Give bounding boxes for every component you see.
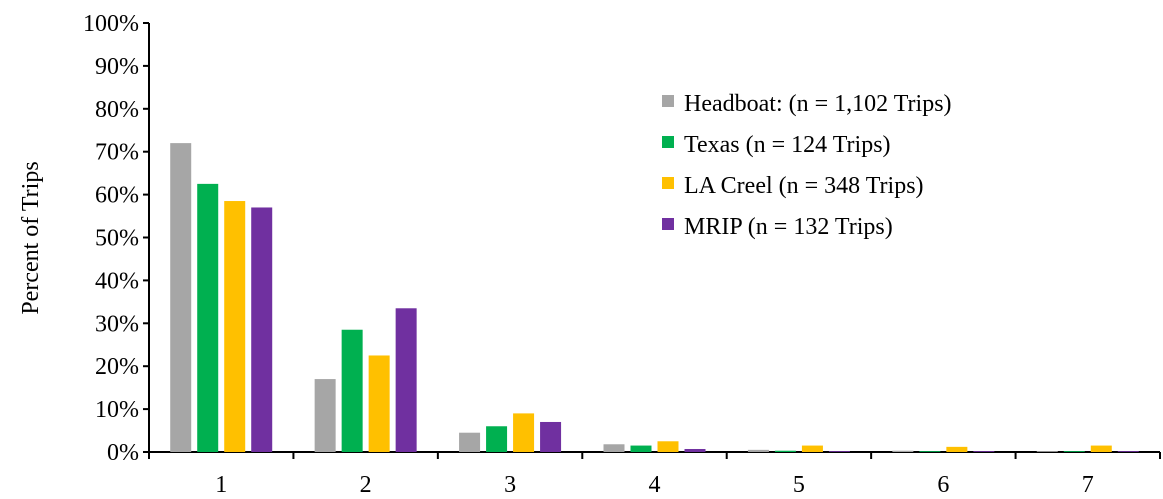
bar xyxy=(603,444,625,452)
bar xyxy=(684,448,706,452)
y-axis: 0% 10% 20% 30% 40% 50% 60% 70% 80% 90% 100% xyxy=(83,11,150,466)
bar xyxy=(368,355,390,452)
bar xyxy=(801,445,823,452)
y-tick-label: 10% xyxy=(95,397,139,423)
bar xyxy=(919,451,941,452)
y-tick-label: 30% xyxy=(95,311,139,337)
y-tick-label: 20% xyxy=(95,354,139,380)
bar xyxy=(892,450,914,452)
y-tick-label: 80% xyxy=(95,97,139,123)
bar xyxy=(630,445,652,452)
y-tick-label: 60% xyxy=(95,183,139,209)
bar xyxy=(828,451,850,452)
bar xyxy=(1036,451,1058,452)
legend-label: LA Creel (n = 348 Trips) xyxy=(684,173,924,199)
legend-label: MRIP (n = 132 Trips) xyxy=(684,214,893,240)
x-tick-label: 3 xyxy=(504,472,516,498)
x-axis: 1 2 3 4 5 6 7 xyxy=(148,451,1161,498)
bar xyxy=(747,449,769,452)
legend-label: Headboat: (n = 1,102 Trips) xyxy=(684,91,952,117)
x-tick-label: 5 xyxy=(793,472,805,498)
x-tick-label: 1 xyxy=(215,472,227,498)
legend: Headboat: (n = 1,102 Trips) Texas (n = 12… xyxy=(662,91,952,240)
bar xyxy=(973,451,995,452)
y-axis-title: Percent of Trips xyxy=(18,161,44,314)
bar xyxy=(513,413,535,452)
legend-swatch xyxy=(662,136,674,148)
bar xyxy=(395,308,417,452)
legend-label: Texas (n = 124 Trips) xyxy=(684,132,891,158)
bar xyxy=(341,329,363,452)
bar xyxy=(657,441,679,452)
bar xyxy=(540,421,562,452)
bar xyxy=(946,446,968,452)
legend-swatch xyxy=(662,218,674,230)
y-tick-label: 90% xyxy=(95,54,139,80)
x-tick-label: 2 xyxy=(360,472,372,498)
bar xyxy=(486,426,508,452)
bar xyxy=(1117,451,1139,452)
bar xyxy=(1063,451,1085,452)
bar xyxy=(1090,445,1112,452)
y-tick-label: 40% xyxy=(95,268,139,294)
y-tick-label: 70% xyxy=(95,140,139,166)
bar xyxy=(170,143,192,452)
bar xyxy=(251,207,273,452)
bar xyxy=(197,183,219,452)
y-tick-label: 100% xyxy=(83,11,139,37)
bar xyxy=(224,201,246,452)
y-tick-label: 0% xyxy=(107,440,139,466)
bars xyxy=(170,143,1139,452)
legend-swatch xyxy=(662,95,674,107)
x-tick-label: 7 xyxy=(1082,472,1094,498)
y-tick-label: 50% xyxy=(95,226,139,252)
bar xyxy=(459,432,481,452)
bar xyxy=(314,379,336,452)
bar xyxy=(774,450,796,452)
legend-swatch xyxy=(662,177,674,189)
x-tick-label: 4 xyxy=(649,472,661,498)
x-tick-label: 6 xyxy=(937,472,949,498)
